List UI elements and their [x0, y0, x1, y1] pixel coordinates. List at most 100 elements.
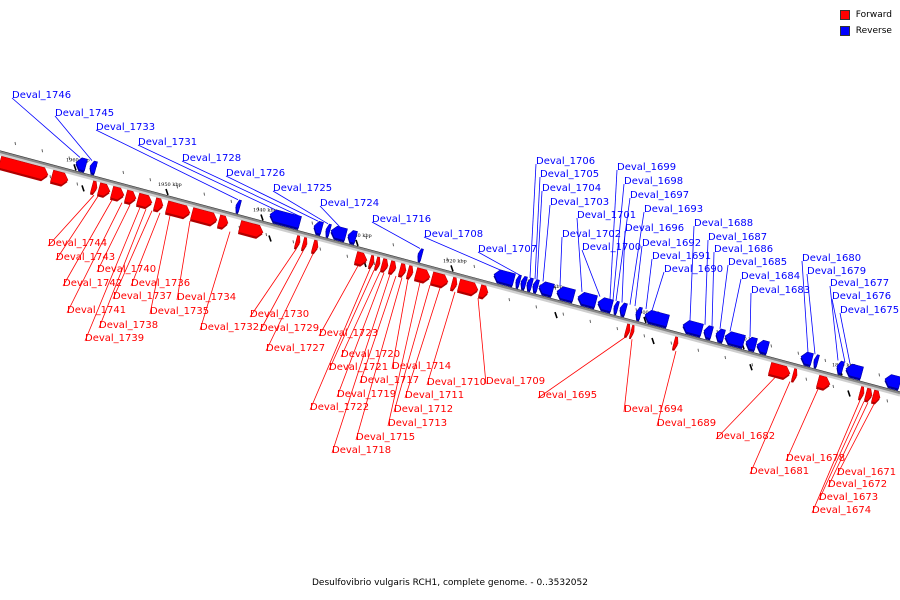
kbp-tick-label: 1890 kbp	[734, 336, 758, 342]
gene-label: Deval_1698	[624, 176, 683, 187]
gene-label: Deval_1741	[67, 305, 126, 316]
gene-body	[478, 284, 489, 298]
forward-gene-arrow	[623, 323, 631, 338]
gene-label: Deval_1679	[807, 266, 866, 277]
gene-label: Deval_1699	[617, 162, 676, 173]
forward-gene-arrow	[857, 386, 865, 401]
forward-gene-arrow	[109, 185, 125, 202]
minor-tick	[508, 298, 511, 302]
forward-swatch	[839, 10, 850, 20]
gene-body	[347, 230, 358, 244]
gene-body	[417, 248, 424, 262]
gene-label: Deval_1722	[310, 402, 369, 413]
gene-label: Deval_1683	[751, 285, 810, 296]
leader-line	[811, 400, 861, 514]
kbp-tick-label: 1880 kbp	[832, 363, 856, 369]
leader-line	[130, 212, 161, 287]
major-tick	[73, 164, 77, 171]
gene-label: Deval_1733	[96, 122, 155, 133]
leader-line	[359, 275, 397, 384]
gene-body	[457, 278, 479, 295]
forward-gene-arrow	[815, 374, 831, 391]
reverse-gene-arrow	[715, 328, 726, 344]
gene-body	[613, 300, 620, 314]
gene-label: Deval_1716	[372, 214, 431, 225]
reverse-gene-arrow	[635, 306, 643, 322]
gene-body	[791, 368, 798, 382]
reverse-gene-arrow	[703, 325, 714, 341]
reverse-gene-arrow	[417, 248, 424, 263]
leader-line	[176, 220, 191, 301]
forward-gene-arrow	[449, 276, 458, 292]
major-tick	[651, 337, 655, 345]
reverse-gene-arrow	[813, 354, 820, 369]
leader-line	[537, 337, 626, 399]
leader-line	[426, 291, 456, 386]
gene-label: Deval_1719	[337, 389, 396, 400]
forward-gene-arrow	[293, 235, 301, 250]
forward-gene-arrow	[373, 256, 381, 272]
gene-body	[153, 197, 164, 211]
minor-tick	[203, 192, 206, 196]
leader-line	[259, 250, 304, 332]
leader-line	[265, 253, 314, 352]
gene-label: Deval_1742	[63, 278, 122, 289]
minor-tick	[76, 182, 79, 186]
gene-label: Deval_1700	[582, 242, 641, 253]
gene-label: Deval_1708	[424, 229, 483, 240]
gene-label: Deval_1701	[577, 210, 636, 221]
leader-line	[711, 251, 715, 327]
gene-label: Deval_1677	[830, 278, 889, 289]
minor-tick	[643, 334, 646, 338]
reverse-gene-arrow	[89, 160, 98, 176]
minor-tick	[805, 377, 808, 381]
gene-label: Deval_1688	[694, 218, 753, 229]
minor-tick	[770, 344, 773, 348]
leader-line	[839, 312, 851, 364]
leader-line	[309, 268, 371, 411]
gene-label: Deval_1737	[113, 291, 172, 302]
gene-label: Deval_1739	[85, 333, 144, 344]
minor-tick	[751, 363, 754, 367]
gene-body	[294, 235, 301, 248]
reverse-gene-arrow	[532, 279, 540, 294]
reverse-gene-arrow	[884, 374, 900, 391]
gene-label: Deval_1728	[182, 153, 241, 164]
leader-line	[689, 225, 695, 321]
minor-tick	[697, 348, 700, 352]
gene-label: Deval_1693	[644, 204, 703, 215]
gene-label: Deval_1712	[394, 404, 453, 415]
leader-line	[47, 194, 95, 247]
gene-body	[703, 325, 714, 339]
gene-body	[597, 297, 614, 312]
gene-label: Deval_1713	[388, 418, 447, 429]
reverse-gene-arrow	[538, 281, 555, 298]
gene-body	[836, 360, 845, 374]
gene-body	[406, 265, 414, 279]
gene-body	[672, 336, 679, 350]
forward-gene-arrow	[863, 387, 873, 403]
gene-label: Deval_1675	[840, 305, 899, 316]
minor-tick	[562, 312, 565, 316]
leader-line	[11, 97, 81, 158]
gene-body	[800, 351, 814, 366]
gene-body	[682, 320, 704, 337]
minor-tick	[797, 351, 800, 355]
leader-line	[836, 403, 875, 476]
forward-gene-arrow	[628, 324, 635, 340]
reverse-gene-arrow	[756, 339, 770, 356]
minor-tick	[473, 264, 476, 269]
leader-line	[336, 272, 385, 398]
gene-label: Deval_1729	[260, 323, 319, 334]
leader-line	[62, 199, 113, 287]
forward-gene-arrow	[477, 284, 489, 300]
minor-tick	[176, 185, 179, 189]
gene-body	[0, 155, 49, 180]
gene-body	[311, 239, 319, 253]
forward-gene-arrow	[387, 260, 397, 276]
leader-line	[371, 221, 421, 249]
leader-line	[137, 144, 276, 211]
leader-line	[801, 260, 809, 353]
gene-label: Deval_1711	[405, 390, 464, 401]
leader-line	[249, 249, 297, 318]
